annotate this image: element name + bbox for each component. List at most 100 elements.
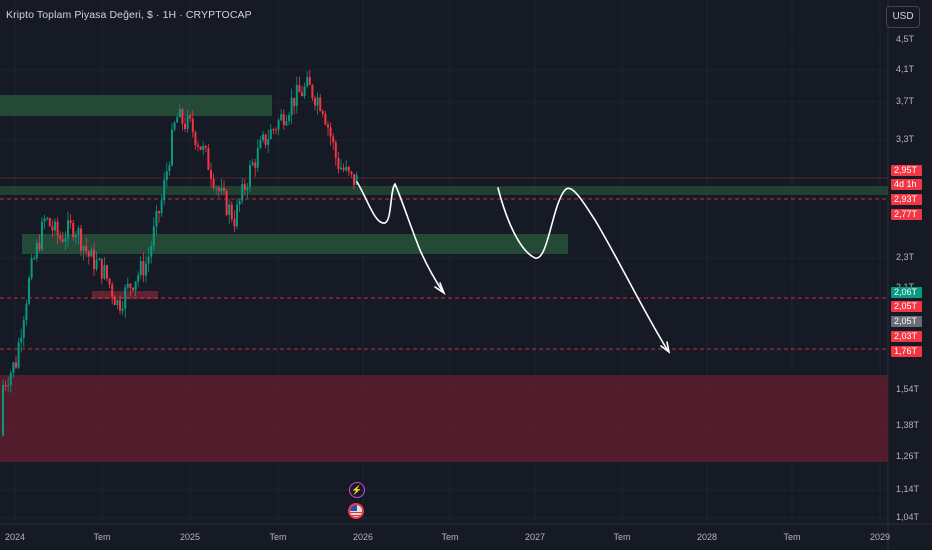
candle-body — [280, 114, 283, 121]
price-badge: 2,06T — [891, 287, 922, 298]
candle-body — [223, 188, 225, 191]
candle-body — [155, 211, 158, 227]
candle-body — [129, 283, 132, 288]
candle-body — [293, 97, 296, 107]
candle-body — [163, 179, 166, 201]
candle-body — [69, 220, 72, 224]
candle-body — [64, 238, 67, 242]
candle-body — [12, 362, 15, 373]
candle-body — [77, 228, 80, 235]
candle-body — [17, 342, 20, 368]
candle-body — [269, 129, 272, 139]
candle-body — [191, 118, 194, 133]
candle-body — [165, 171, 168, 180]
candle-body — [38, 242, 41, 250]
currency-button[interactable]: USD — [886, 6, 920, 28]
lightning-icon[interactable]: ⚡ — [349, 482, 365, 498]
candle-body — [93, 249, 95, 270]
candle-body — [124, 287, 127, 309]
candle-body — [168, 165, 171, 172]
candle-body — [20, 337, 23, 343]
candle-body — [173, 122, 176, 130]
candle-body — [116, 300, 119, 306]
forecast-drawing — [356, 181, 444, 293]
candle-body — [98, 258, 101, 261]
time-axis-label: 2025 — [180, 532, 201, 542]
candle-body — [189, 115, 192, 119]
candle-body — [204, 145, 207, 148]
candle-body — [35, 242, 38, 259]
candle-body — [353, 174, 355, 185]
candle-body — [332, 136, 335, 143]
price-badge: 2,77T — [891, 209, 922, 220]
candle-body — [95, 260, 98, 270]
candle-body — [108, 278, 111, 285]
price-badge: 2,03T — [891, 331, 922, 342]
candle-body — [43, 218, 46, 222]
candle-body — [150, 246, 153, 257]
price-badge: 2,95T — [891, 165, 922, 176]
candle-body — [197, 144, 199, 147]
candle-body — [67, 220, 69, 239]
price-badge: 1,76T — [891, 346, 922, 357]
candle-body — [194, 132, 197, 145]
candle-body — [350, 171, 353, 175]
candle-body — [334, 142, 337, 158]
time-axis-label: 2027 — [525, 532, 546, 542]
candle-body — [327, 124, 329, 128]
time-axis-label: 2029 — [870, 532, 891, 542]
us-flag-icon[interactable] — [348, 503, 364, 519]
candle-body — [9, 372, 12, 386]
candle-body — [254, 162, 257, 168]
time-axis-label: 2028 — [697, 532, 718, 542]
candle-body — [158, 211, 160, 214]
candle-body — [199, 146, 202, 150]
arrow-head — [434, 282, 446, 296]
candle-body — [25, 303, 28, 321]
candle-body — [259, 140, 262, 149]
candle-body — [2, 385, 4, 436]
candle-body — [80, 228, 82, 251]
time-axis-label: Tem — [93, 532, 111, 542]
candle-body — [33, 258, 36, 260]
price-axis-label: 1,04T — [896, 512, 920, 522]
price-axis-label: 1,26T — [896, 451, 920, 461]
candle-body — [241, 183, 244, 201]
support-zone — [0, 375, 888, 462]
candle-body — [137, 274, 140, 282]
candle-body — [171, 129, 173, 166]
candle-body — [178, 109, 181, 118]
candle-body — [272, 129, 275, 131]
candle-body — [347, 166, 350, 172]
candle-body — [202, 145, 205, 150]
time-axis-label: 2024 — [5, 532, 26, 542]
candle-body — [4, 385, 7, 387]
candle-body — [264, 134, 267, 145]
candle-body — [90, 249, 93, 257]
candle-body — [314, 98, 316, 106]
candle-body — [85, 245, 88, 252]
candle-body — [256, 148, 259, 168]
candle-body — [267, 138, 270, 145]
candle-body — [311, 85, 314, 99]
current-zone — [0, 186, 888, 195]
time-axis-label: 2026 — [353, 532, 374, 542]
candle-body — [147, 256, 150, 264]
candle-body — [288, 115, 290, 122]
candle-body — [243, 183, 246, 190]
candle-body — [212, 178, 215, 188]
candle-body — [249, 165, 251, 187]
candle-body — [340, 167, 342, 170]
candle-body — [184, 123, 186, 129]
candle-body — [301, 92, 303, 96]
candle-body — [152, 226, 155, 247]
candle-body — [186, 115, 189, 129]
candle-body — [329, 127, 332, 137]
candle-body — [342, 167, 345, 171]
candle-body — [142, 261, 145, 276]
candle-body — [103, 265, 106, 279]
candle-body — [215, 187, 218, 189]
price-axis-label: 3,7T — [896, 96, 915, 106]
candle-body — [277, 120, 280, 130]
